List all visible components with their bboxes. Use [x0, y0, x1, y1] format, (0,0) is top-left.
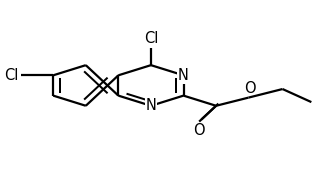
Text: Cl: Cl	[4, 68, 18, 83]
Text: N: N	[178, 68, 189, 83]
Text: O: O	[193, 123, 205, 138]
Text: Cl: Cl	[144, 31, 158, 46]
Text: O: O	[244, 81, 256, 96]
Text: N: N	[146, 98, 156, 113]
